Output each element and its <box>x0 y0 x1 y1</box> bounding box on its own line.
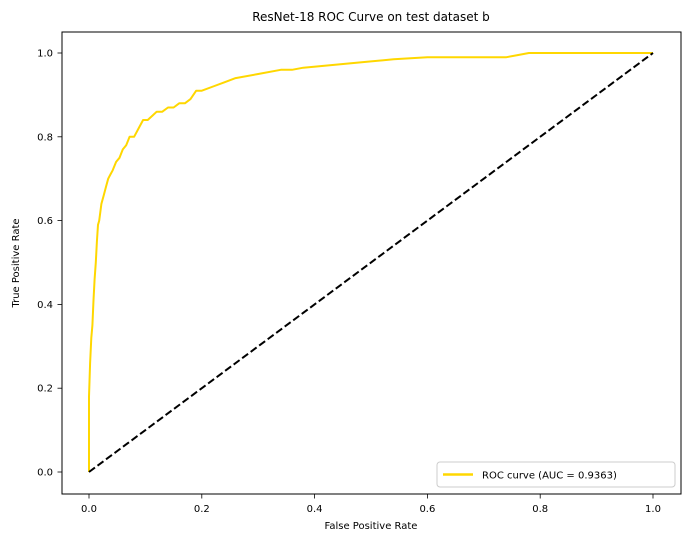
x-tick-label: 0.4 <box>307 504 323 515</box>
x-tick-label: 1.0 <box>645 504 661 515</box>
y-tick-label: 0.2 <box>37 384 53 395</box>
y-tick-label: 0.6 <box>37 216 53 227</box>
chance-diagonal-line <box>88 52 654 473</box>
y-tick-label: 0.8 <box>37 132 53 143</box>
y-axis-label: True Positive Rate <box>11 218 22 308</box>
x-tick-label: 0.0 <box>81 504 97 515</box>
legend-label-roc: ROC curve (AUC = 0.9363) <box>482 471 617 482</box>
series-layer <box>88 52 654 473</box>
x-tick-label: 0.2 <box>194 504 210 515</box>
plot-area <box>61 31 682 495</box>
axes-frame <box>61 31 682 495</box>
y-tick-label: 1.0 <box>37 49 53 60</box>
x-tick-label: 0.8 <box>532 504 548 515</box>
y-tick-label: 0.0 <box>37 468 53 479</box>
x-axis: 0.0 0.2 0.4 0.6 0.8 1.0 <box>81 494 661 515</box>
y-tick-label: 0.4 <box>37 300 53 311</box>
legend: ROC curve (AUC = 0.9363) <box>436 461 676 488</box>
chart-title: ResNet-18 ROC Curve on test dataset b <box>252 10 490 24</box>
x-tick-label: 0.6 <box>419 504 435 515</box>
x-axis-label: False Positive Rate <box>325 521 418 532</box>
y-axis: 0.0 0.2 0.4 0.6 0.8 1.0 <box>37 49 62 479</box>
roc-curve-line <box>88 52 653 472</box>
legend-box <box>436 461 676 488</box>
